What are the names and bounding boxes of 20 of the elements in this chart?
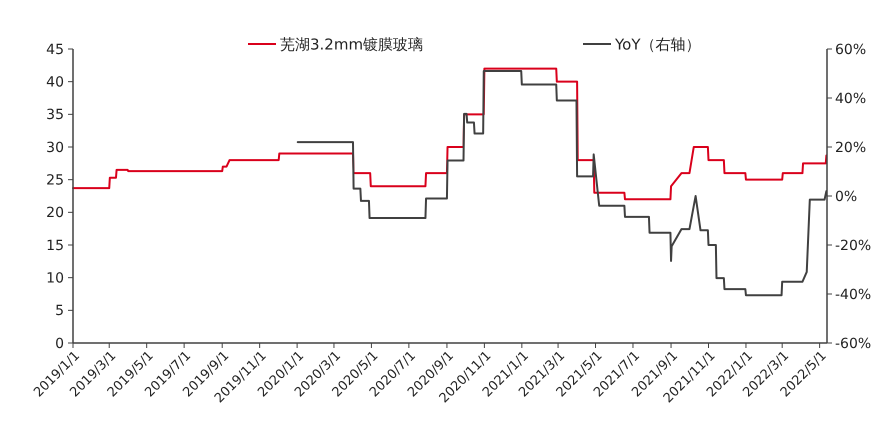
y-tick-label: 10	[46, 270, 64, 287]
y2-tick-label: 60%	[835, 42, 866, 58]
y-tick-label: 30	[46, 140, 64, 156]
y-tick-label: 15	[46, 238, 64, 254]
y-tick-label: 20	[46, 205, 64, 222]
legend-label: YoY（右轴）	[614, 35, 701, 54]
line-series	[72, 68, 828, 200]
y-tick-label: 45	[46, 42, 64, 58]
y2-tick-label: -60%	[835, 336, 872, 352]
y-tick-label: 35	[46, 107, 64, 124]
legend-label: 芜湖3.2mm镀膜玻璃	[280, 35, 424, 54]
y2-tick-label: 0%	[835, 188, 858, 205]
y-tick-label: 0	[55, 336, 64, 352]
y2-tick-label: 20%	[835, 140, 866, 156]
y2-tick-label: 40%	[835, 90, 866, 107]
y-tick-label: 5	[55, 303, 64, 320]
y2-tick-label: -40%	[835, 286, 872, 303]
y-tick-label: 25	[46, 172, 64, 189]
y2-tick-label: -20%	[835, 238, 872, 254]
y-tick-label: 40	[46, 74, 64, 91]
